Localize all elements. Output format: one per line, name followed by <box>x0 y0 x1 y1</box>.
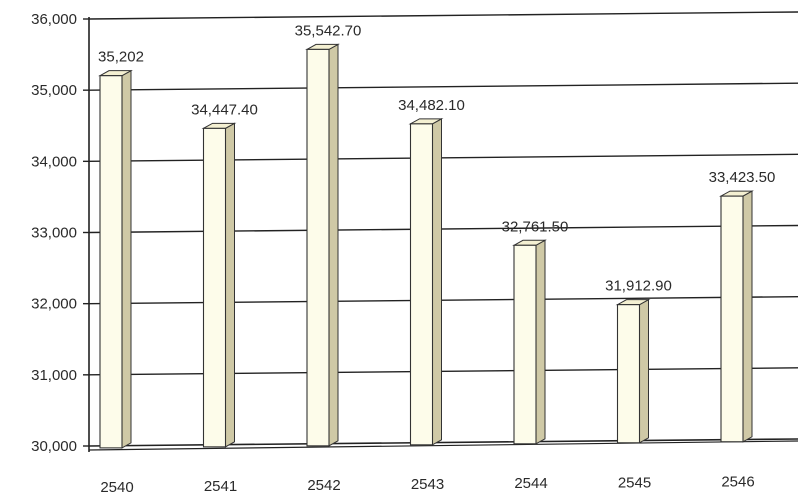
x-tick-label: 2540 <box>100 479 133 496</box>
x-tick-label: 2543 <box>411 476 444 493</box>
bar-side <box>432 117 442 446</box>
y-tick-label: 32,000 <box>31 296 77 313</box>
gridline <box>88 224 798 234</box>
x-tick-label: 2545 <box>618 474 651 491</box>
data-label: 35,542.70 <box>295 22 362 39</box>
bar <box>99 75 123 449</box>
data-label: 31,912.90 <box>605 278 672 295</box>
data-label: 33,423.50 <box>709 169 776 186</box>
bar-side <box>328 43 339 447</box>
bar-side <box>535 239 546 445</box>
bar <box>409 123 434 446</box>
labels: 30,000 31,000 32,000 33,000 34,000 35,000 36,0… <box>31 11 775 496</box>
gridline <box>88 367 798 376</box>
bar <box>513 244 537 445</box>
bar-side <box>121 69 132 449</box>
bar <box>306 48 330 447</box>
bar-side <box>225 122 235 448</box>
y-tick-label: 34,000 <box>31 153 77 170</box>
y-tick-label: 35,000 <box>31 82 77 99</box>
x-tick-label: 2546 <box>721 473 754 490</box>
bars <box>98 43 754 449</box>
y-tick-label: 36,000 <box>31 11 77 28</box>
gridlines <box>88 11 798 447</box>
bar-side <box>742 190 753 443</box>
x-tick-label: 2544 <box>514 475 547 492</box>
data-label: 32,761.50 <box>502 218 569 235</box>
gridline <box>88 153 798 163</box>
data-label: 35,202 <box>98 49 144 66</box>
gridline <box>88 82 798 91</box>
y-tick-label: 30,000 <box>31 438 77 455</box>
y-tick-label: 31,000 <box>31 367 77 384</box>
bar-side <box>639 298 649 444</box>
data-label: 34,482.10 <box>398 97 465 114</box>
x-tick-label: 2541 <box>204 478 237 495</box>
data-label: 34,447.40 <box>191 101 258 118</box>
x-axis <box>88 440 798 451</box>
x-tick-label: 2542 <box>307 477 340 494</box>
gridline <box>88 295 798 305</box>
axes <box>83 17 798 452</box>
bar <box>720 195 744 443</box>
gridline <box>88 11 798 20</box>
bar <box>616 304 641 444</box>
bar <box>202 127 227 448</box>
y-tick-label: 33,000 <box>31 225 77 242</box>
